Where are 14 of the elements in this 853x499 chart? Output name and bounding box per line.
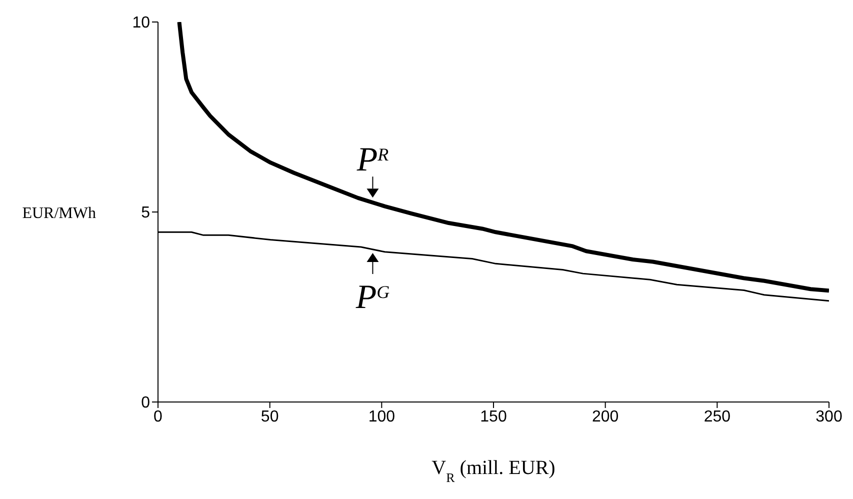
x-tick-label: 150: [480, 408, 507, 426]
annotation: P$^{R}$: [356, 142, 389, 179]
x-tick-label: 200: [592, 408, 619, 426]
x-tick-label: 50: [260, 408, 279, 426]
y-tick-label: 10: [132, 14, 150, 32]
y-tick-label: 0: [141, 394, 150, 412]
x-tick-label: 250: [704, 408, 731, 426]
y-tick-label: 5: [141, 204, 150, 222]
x-tick-label: 100: [368, 408, 396, 426]
y-axis-title: EUR/MWh: [22, 205, 96, 222]
annotation: P$^{G}$: [354, 279, 390, 316]
x-axis-title: V$_{R}$ (mill. EUR): [432, 457, 556, 484]
x-tick-label: 0: [154, 408, 163, 426]
x-tick-label: 300: [816, 408, 842, 426]
